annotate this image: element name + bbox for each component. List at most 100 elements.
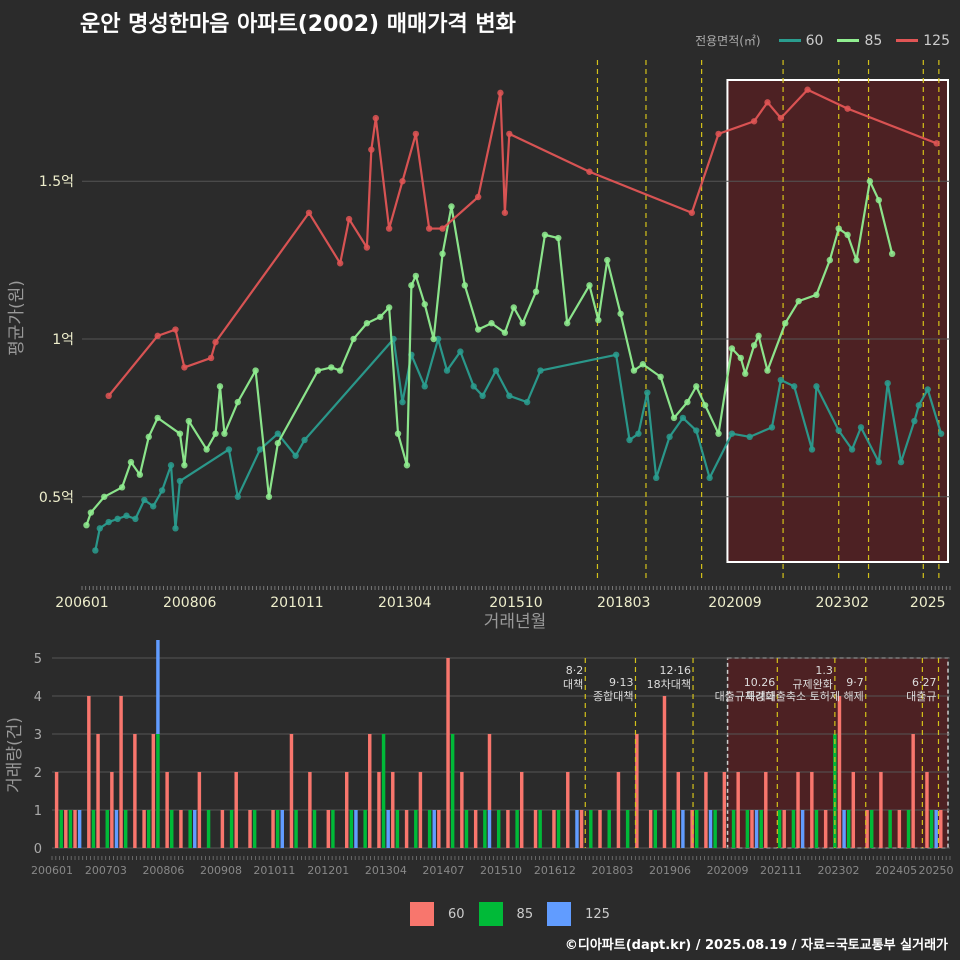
volume-bar-60 xyxy=(345,772,349,848)
volume-bar-125 xyxy=(708,810,713,848)
legend-top-label-125: 125 xyxy=(923,32,950,49)
volume-bar-60 xyxy=(837,696,842,848)
volume-bar-60 xyxy=(234,772,238,848)
volume-bar-85 xyxy=(814,810,819,848)
data-point-125 xyxy=(688,209,696,216)
volume-bar-85 xyxy=(483,810,487,848)
data-point-60 xyxy=(626,436,633,444)
data-point-60 xyxy=(167,462,175,469)
volume-bar-60 xyxy=(220,810,225,848)
x-tick-label: 202405 xyxy=(875,864,917,877)
data-point-60 xyxy=(897,458,905,466)
data-point-125 xyxy=(207,354,215,362)
volume-bar-60 xyxy=(519,772,524,848)
data-point-125 xyxy=(154,332,161,340)
data-point-85 xyxy=(101,493,108,500)
data-point-125 xyxy=(385,225,393,232)
volume-bar-60 xyxy=(308,772,312,848)
volume-bar-85 xyxy=(68,810,73,848)
policy-date-label: 10.26 xyxy=(744,676,776,689)
volume-bar-85 xyxy=(556,810,561,848)
data-point-85 xyxy=(617,310,624,317)
data-point-60 xyxy=(443,367,451,374)
volume-bar-85 xyxy=(188,810,192,848)
page-title: 운안 명성한마음 아파트(2002) 매매가격 변화 xyxy=(80,12,516,37)
data-point-60 xyxy=(612,351,620,358)
volume-bar-60 xyxy=(566,772,570,848)
data-point-60 xyxy=(537,367,544,374)
data-point-60 xyxy=(937,430,945,437)
volume-bar-60 xyxy=(289,734,294,848)
legend-bottom-label-85: 85 xyxy=(516,906,534,922)
x-tick-label: 201407 xyxy=(422,864,464,877)
x-tick-label: 200806 xyxy=(142,864,184,877)
data-point-125 xyxy=(363,244,371,251)
policy-date-label: 6·27 xyxy=(912,676,937,689)
volume-bar-125 xyxy=(386,810,390,848)
data-point-85 xyxy=(394,430,402,437)
x-tick-label: 201011 xyxy=(270,595,323,611)
volume-bar-85 xyxy=(607,810,611,848)
data-point-60 xyxy=(915,402,923,409)
volume-bar-60 xyxy=(437,810,441,848)
highlight-region xyxy=(726,79,950,563)
x-tick-label: 200601 xyxy=(55,595,108,611)
policy-date-label: 9·13 xyxy=(609,676,634,689)
data-point-85 xyxy=(234,398,241,406)
volume-bar-60 xyxy=(506,810,510,848)
volume-bar-60 xyxy=(248,810,252,848)
data-point-60 xyxy=(693,427,700,434)
data-point-85 xyxy=(83,521,90,529)
volume-bar-85 xyxy=(170,810,174,848)
data-point-125 xyxy=(105,392,112,400)
data-point-125 xyxy=(474,193,482,201)
volume-bar-85 xyxy=(538,810,542,848)
x-tick-label: 202302 xyxy=(818,864,860,877)
data-point-85 xyxy=(595,316,602,324)
data-point-85 xyxy=(328,364,335,371)
data-point-60 xyxy=(225,446,233,453)
volume-bar-125 xyxy=(280,810,284,848)
volume-bar-85 xyxy=(515,810,519,848)
volume-bar-60 xyxy=(271,810,275,848)
policy-date-label: 1.3 xyxy=(815,664,833,677)
x-tick-label: 200806 xyxy=(163,595,217,611)
volume-bar-85 xyxy=(450,734,455,848)
data-point-125 xyxy=(212,338,219,346)
data-point-85 xyxy=(403,462,411,469)
data-point-60 xyxy=(274,430,282,437)
data-point-125 xyxy=(586,168,593,175)
x-tick-label: 201201 xyxy=(307,864,349,877)
data-point-125 xyxy=(336,260,344,267)
data-point-85 xyxy=(728,345,736,352)
data-point-85 xyxy=(813,291,820,299)
data-point-85 xyxy=(742,370,749,377)
volume-bar-60 xyxy=(64,810,68,848)
y-tick-label: 1억 xyxy=(52,332,74,348)
data-point-85 xyxy=(363,320,371,327)
volume-bar-60 xyxy=(460,772,464,848)
data-point-60 xyxy=(857,424,865,431)
volume-bar-60 xyxy=(648,810,653,848)
data-point-60 xyxy=(421,383,428,390)
y-tick-label: 1 xyxy=(34,804,42,819)
y-axis-label: 거래량(건) xyxy=(5,717,25,793)
data-point-85 xyxy=(888,250,896,258)
volume-bar-85 xyxy=(294,810,298,848)
y-tick-label: 5 xyxy=(34,652,42,667)
volume-bar-60 xyxy=(911,734,915,848)
volume-bar-85 xyxy=(229,810,234,848)
x-tick-label: 202111 xyxy=(760,864,802,877)
volume-bar-60 xyxy=(533,810,538,848)
volume-bar-125 xyxy=(575,810,579,848)
volume-bar-60 xyxy=(782,810,786,848)
data-point-60 xyxy=(492,367,500,374)
x-tick-label: 200601 xyxy=(31,864,73,877)
data-point-85 xyxy=(408,282,415,289)
volume-bar-85 xyxy=(653,810,657,848)
legend-top-label-85: 85 xyxy=(864,32,883,49)
data-point-125 xyxy=(439,225,446,232)
legend-bottom-label-60: 60 xyxy=(448,906,465,922)
volume-bar-60 xyxy=(722,772,727,848)
